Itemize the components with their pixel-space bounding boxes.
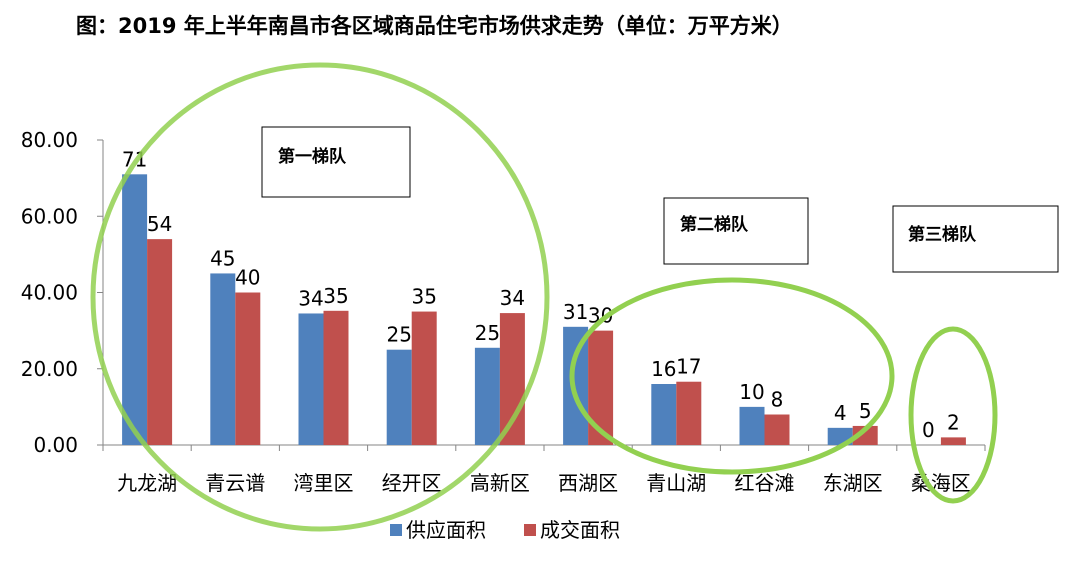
data-label: 34 [500,286,525,310]
bar-transaction [676,381,702,445]
bar-supply [210,273,236,445]
y-tick-label: 20.00 [21,357,78,381]
data-label: 34 [298,286,323,310]
tier1-ellipse [90,62,550,532]
data-label: 10 [739,380,764,404]
annotation-layer: 第一梯队 第二梯队 第三梯队 [261,126,1059,273]
data-label: 35 [411,285,436,309]
bar-transaction [411,311,437,445]
data-label: 45 [210,246,235,270]
data-label: 40 [235,266,260,290]
data-label: 0 [922,418,935,442]
bar-layer [122,174,966,445]
bar-transaction [499,313,525,445]
legend-swatch [524,524,536,536]
x-tick-label: 经开区 [382,471,442,495]
x-tick-label: 东湖区 [823,471,883,495]
data-label: 25 [386,323,411,347]
data-label: 54 [147,212,172,236]
tier2-ellipse [569,277,895,475]
x-tick-label: 湾里区 [294,471,354,495]
tier3-ellipse [908,326,998,504]
data-label: 2 [947,410,960,434]
data-label: 17 [676,355,701,379]
bar-supply [386,349,412,445]
x-tick-label: 西湖区 [558,471,618,495]
bar-supply [298,313,324,445]
legend-swatch [390,524,402,536]
bar-transaction [852,425,878,445]
x-tick-label: 高新区 [470,471,530,495]
x-tick-label: 青山湖 [646,471,706,495]
x-tick-label: 九龙湖 [117,471,177,495]
bar-transaction [147,239,173,445]
y-tick-label: 40.00 [21,281,78,305]
legend-label: 供应面积 [406,518,486,542]
data-label: 5 [859,399,872,423]
y-tick-label: 60.00 [21,204,78,228]
tier2-box [663,197,809,265]
ellipse-layer [90,62,998,532]
data-label: 4 [834,401,847,425]
y-tick-label: 80.00 [21,128,78,152]
x-tick-label: 青云谱 [205,471,265,495]
data-label: 35 [323,284,348,308]
legend: 供应面积 成交面积 [390,518,620,542]
data-label: 8 [771,388,784,412]
tier1-box [261,126,411,198]
tier3-label: 第三梯队 [908,224,977,245]
legend-label: 成交面积 [540,518,620,542]
bar-supply [739,406,765,445]
bar-supply [563,326,589,445]
bar-transaction [235,292,261,445]
x-tick-label: 红谷滩 [735,471,795,495]
bar-transaction [764,414,790,445]
data-label: 25 [475,321,500,345]
y-tick-label: 0.00 [33,433,78,457]
bar-supply [474,347,500,445]
x-tick-label: 桑海区 [911,471,971,495]
data-label: 31 [563,300,588,324]
bar-supply [122,174,148,445]
bar-transaction [940,437,966,445]
bar-transaction [323,310,349,445]
tier1-label: 第一梯队 [278,146,347,167]
tier3-box [892,205,1059,273]
tier2-label: 第二梯队 [680,214,749,235]
bar-supply [651,384,677,445]
data-label: 16 [651,357,676,381]
chart-title: 图：2019 年上半年南昌市各区域商品住宅市场供求走势（单位：万平方米） [76,14,793,38]
